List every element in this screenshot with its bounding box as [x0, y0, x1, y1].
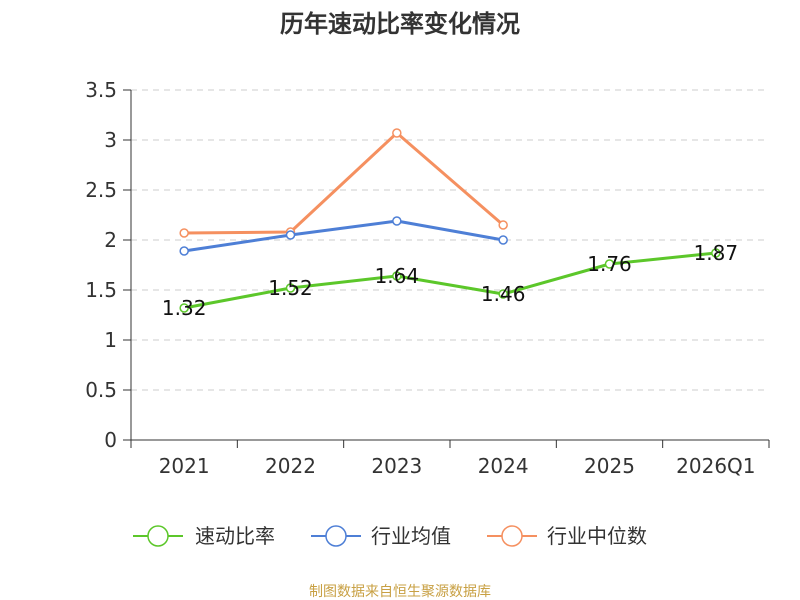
data-point: [392, 271, 402, 281]
grid: [131, 89, 769, 391]
data-label: 1.46: [481, 282, 526, 306]
y-tick-label: 0: [104, 428, 117, 452]
legend-item[interactable]: 行业中位数: [487, 524, 647, 548]
legend-label: 行业中位数: [547, 524, 647, 548]
data-point: [179, 246, 189, 256]
legend-label: 速动比率: [195, 524, 275, 548]
y-tick-label: 2.5: [85, 178, 117, 202]
y-tick-label: 3.5: [85, 78, 117, 102]
x-tick-label: 2021: [159, 454, 210, 478]
data-labels: 1.32 1.52 1.64 1.46 1.76 1.87: [162, 241, 738, 320]
y-tick-label: 1.5: [85, 278, 117, 302]
data-point: [285, 230, 296, 240]
series-layer: [179, 128, 721, 313]
series-line: [184, 131, 505, 235]
data-point: [498, 220, 508, 230]
legend-marker: [501, 525, 523, 547]
legend-marker: [325, 525, 347, 547]
legend[interactable]: 速动比率 行业均值 行业中位数: [133, 524, 647, 548]
data-label: 1.52: [268, 276, 313, 300]
y-tick-label: 2: [104, 228, 117, 252]
series-line: [183, 219, 504, 253]
data-point: [498, 235, 508, 245]
data-point: [179, 303, 189, 313]
legend-label: 行业均值: [371, 524, 451, 548]
series-line: [183, 251, 716, 310]
legend-item[interactable]: 速动比率: [133, 524, 275, 548]
chart-title: 历年速动比率变化情况: [280, 10, 520, 38]
y-tick-label: 0.5: [85, 378, 117, 402]
data-point: [498, 289, 508, 299]
x-tick-label: 2022: [265, 454, 316, 478]
x-tick-label: 2025: [584, 454, 635, 478]
data-label: 1.87: [694, 241, 739, 265]
data-point: [711, 248, 721, 258]
x-tick-label: 2024: [478, 454, 529, 478]
data-point: [179, 228, 189, 238]
data-point: [285, 283, 296, 293]
data-point: [392, 216, 402, 226]
data-label: 1.64: [375, 264, 420, 288]
legend-item[interactable]: 行业均值: [311, 524, 451, 548]
x-tick-label: 2023: [371, 454, 422, 478]
data-point: [604, 259, 615, 269]
data-label: 1.32: [162, 296, 207, 320]
y-tick-label: 1: [104, 328, 117, 352]
x-tick-label: 2026Q1: [676, 454, 755, 478]
legend-marker: [147, 525, 169, 547]
source-note: 制图数据来自恒生聚源数据库: [309, 584, 491, 600]
y-tick-label: 3: [104, 128, 117, 152]
data-label: 1.76: [587, 252, 632, 276]
data-point: [392, 128, 402, 138]
